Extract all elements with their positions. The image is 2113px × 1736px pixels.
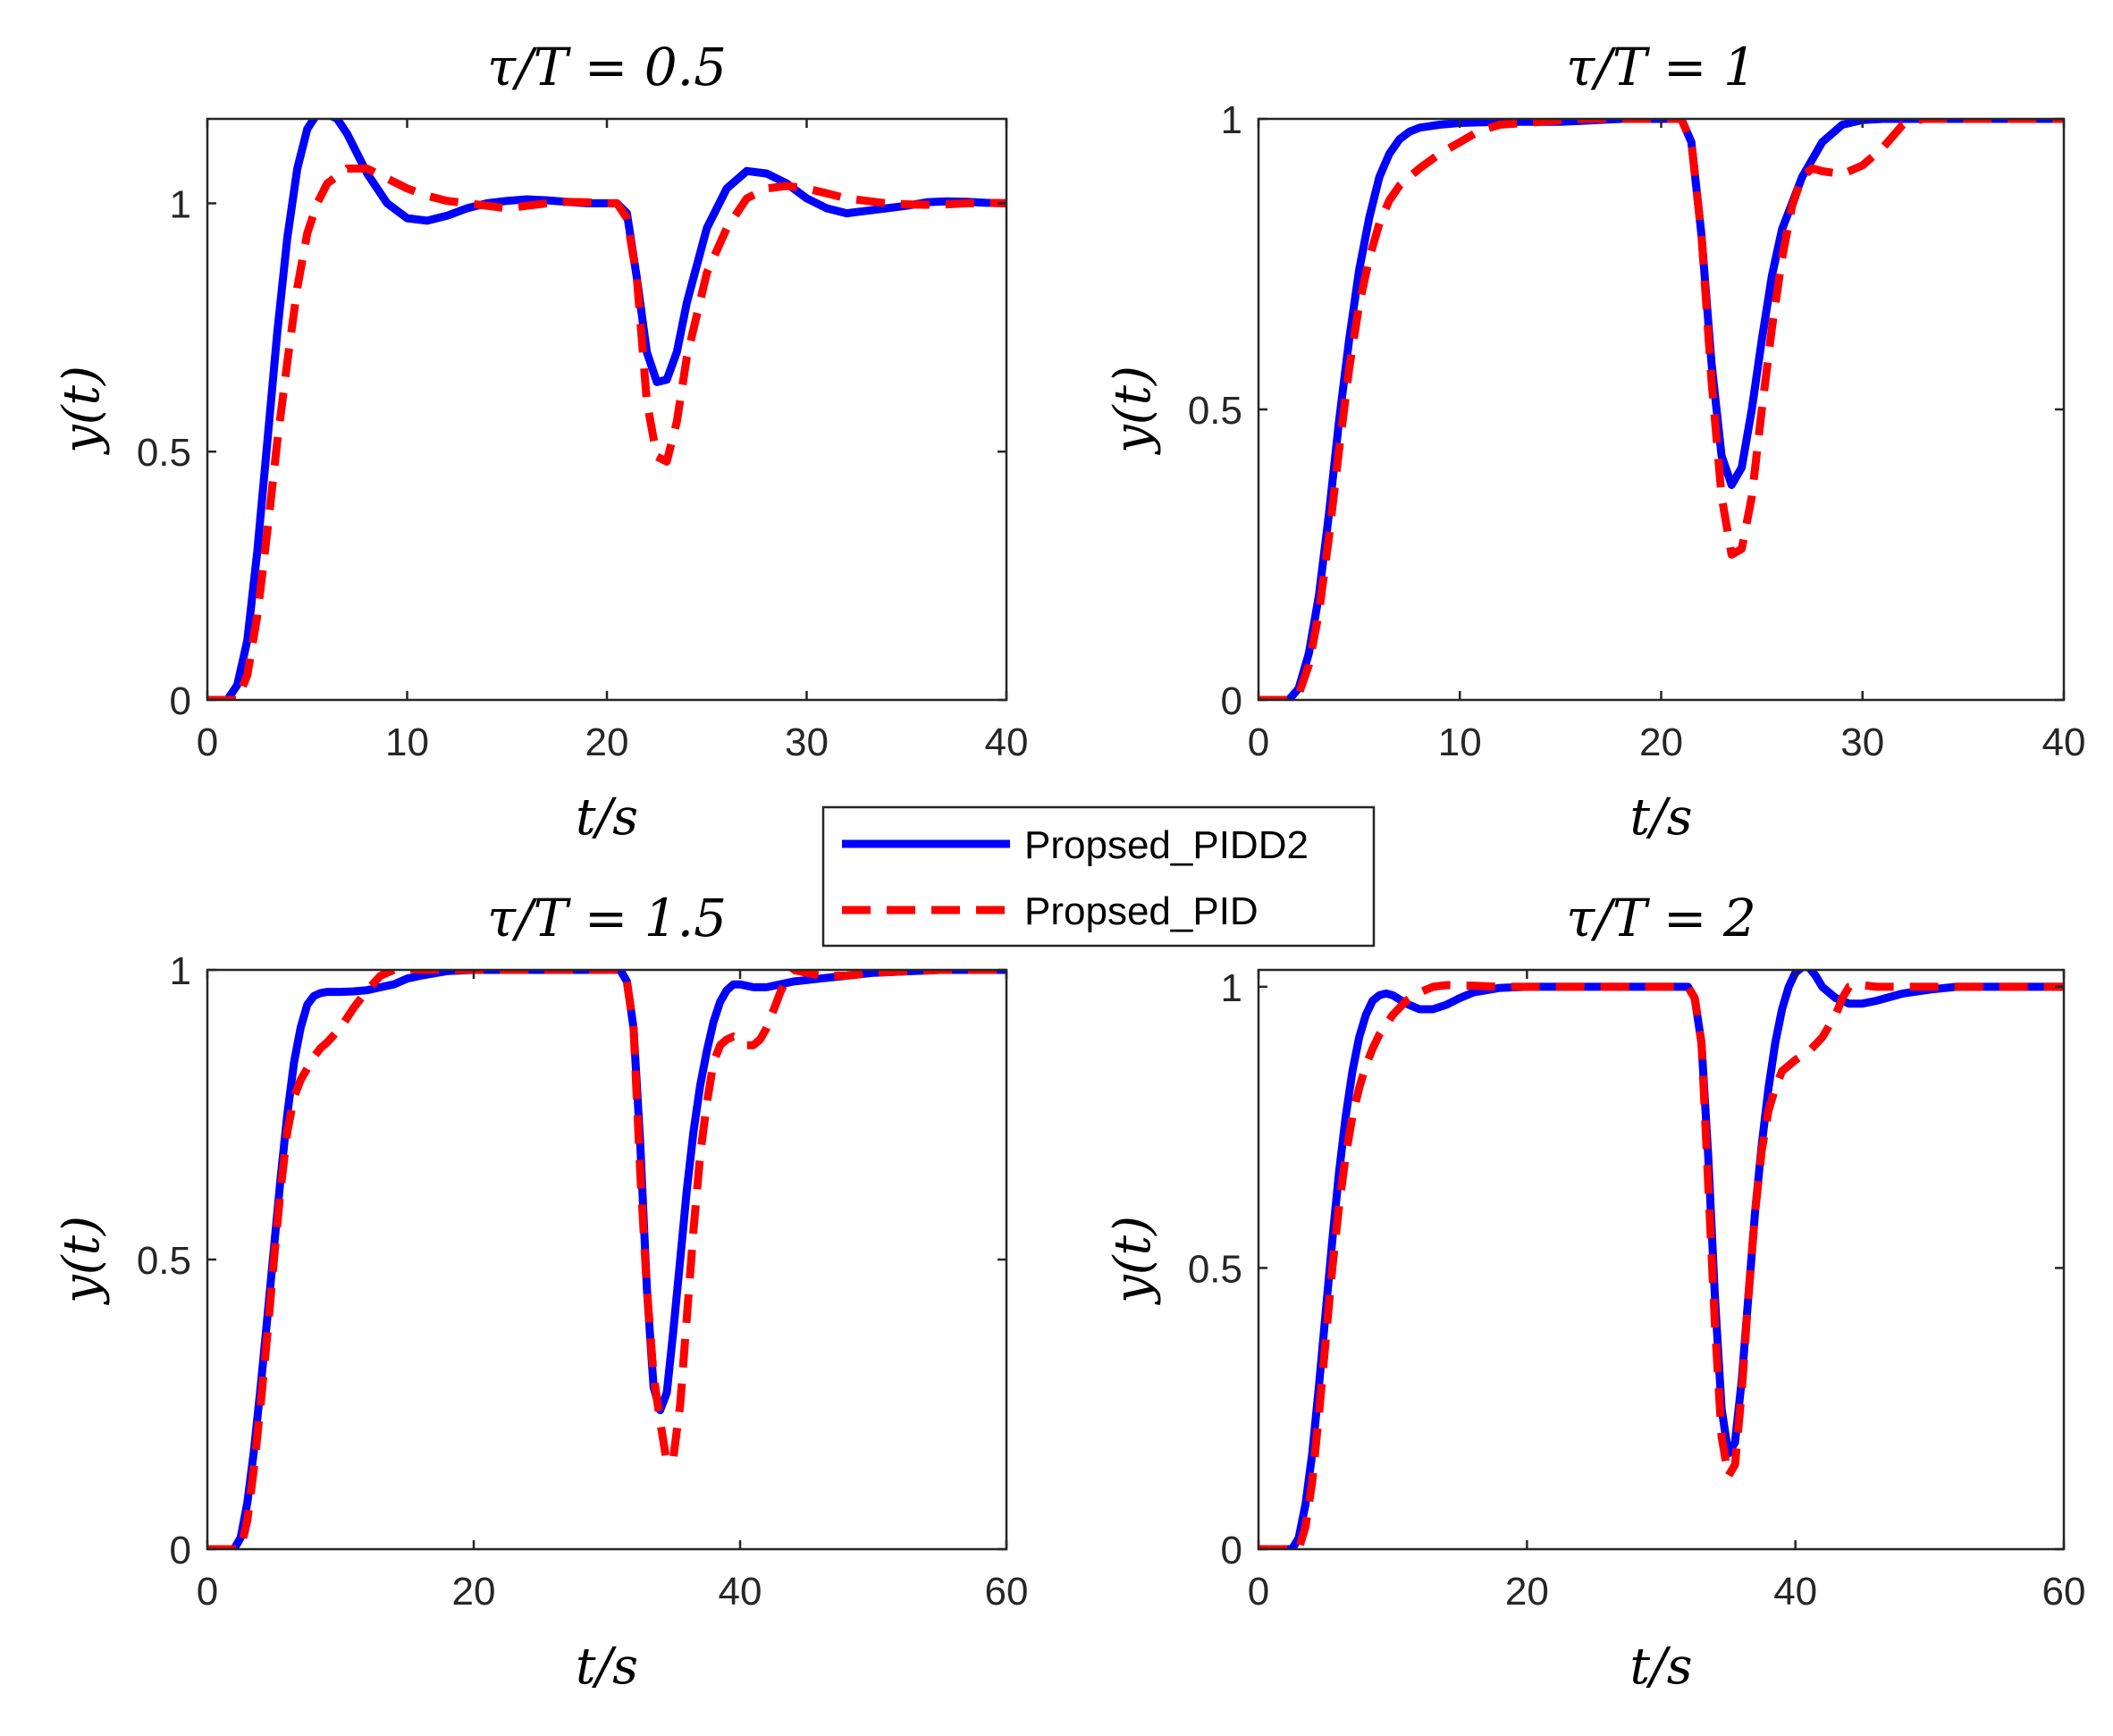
x-tick-label: 40 [985, 721, 1029, 764]
x-tick-label: 20 [1639, 721, 1683, 764]
x-tick-label: 20 [585, 721, 629, 764]
x-tick-label: 30 [785, 721, 829, 764]
subplot-title: τ/T = 0.5 [487, 37, 727, 97]
x-tick-label: 60 [985, 1570, 1029, 1614]
y-axis-label: y(t) [53, 1216, 111, 1306]
subplot-title: τ/T = 2 [1566, 888, 1756, 948]
series-line-pidd2 [1259, 970, 2064, 1549]
series-line-pid [207, 970, 1006, 1549]
y-tick-label: 0 [1221, 679, 1242, 723]
y-tick-label: 0.5 [1188, 1247, 1242, 1291]
subplot-title: τ/T = 1.5 [487, 888, 727, 948]
y-tick-label: 0 [170, 679, 191, 723]
y-tick-label: 1 [170, 949, 191, 993]
x-axis-label: t/s [1629, 1638, 1692, 1696]
legend-label-pid: Propsed_PID [1024, 889, 1259, 933]
x-tick-label: 20 [1505, 1570, 1549, 1614]
x-tick-label: 0 [1248, 721, 1269, 764]
series-line-pid [207, 164, 1006, 700]
x-tick-label: 0 [1248, 1570, 1269, 1614]
subplot-1: 0 10 20 30 40 0 0.5 1 τ/T = 0.5 t/s y(t) [53, 37, 1028, 847]
series-line-pid [1259, 981, 2064, 1549]
y-tick-label: 1 [1221, 966, 1242, 1010]
x-tick-label: 40 [719, 1570, 762, 1614]
x-axis-label: t/s [576, 788, 638, 847]
x-tick-label: 60 [2042, 1570, 2086, 1614]
y-axis-label: y(t) [1104, 1216, 1162, 1306]
x-tick-label: 0 [197, 1570, 218, 1614]
plot-area [207, 119, 1006, 700]
x-tick-label: 40 [1773, 1570, 1817, 1614]
axes-frame [1257, 968, 2066, 1551]
plot-area [1259, 970, 2064, 1549]
y-tick-label: 1 [170, 182, 191, 226]
y-tick-label: 0.5 [1188, 389, 1242, 433]
x-axis-label: t/s [1629, 788, 1692, 847]
x-tick-label: 10 [1438, 721, 1482, 764]
series-line-pid [1259, 119, 2064, 700]
y-tick-label: 0 [1221, 1529, 1242, 1572]
y-tick-label: 1 [1221, 98, 1242, 142]
subplot-3: 0 20 40 60 0 0.5 1 τ/T = 1.5 t/s y(t) [53, 888, 1028, 1696]
x-tick-label: 30 [1840, 721, 1884, 764]
y-tick-label: 0 [170, 1529, 191, 1572]
y-axis-label: y(t) [1104, 366, 1162, 456]
y-tick-label: 0.5 [137, 1239, 191, 1283]
subplot-2: 0 10 20 30 40 0 0.5 1 τ/T = 1 t/s y(t) [1104, 37, 2085, 847]
subplot-4: 0 20 40 60 0 0.5 1 τ/T = 2 t/s y(t) [1104, 888, 2085, 1696]
x-tick-label: 0 [197, 721, 218, 764]
subplot-title: τ/T = 1 [1566, 37, 1756, 97]
legend: Propsed_PIDD2 Propsed_PID [821, 805, 1376, 948]
x-tick-label: 10 [385, 721, 429, 764]
x-axis-label: t/s [576, 1638, 638, 1696]
x-tick-label: 40 [2042, 721, 2086, 764]
y-axis-label: y(t) [53, 366, 111, 456]
y-tick-label: 0.5 [137, 431, 191, 475]
plot-area [1259, 119, 2064, 700]
legend-box [821, 805, 1376, 948]
plot-area [207, 970, 1006, 1549]
x-tick-label: 20 [452, 1570, 496, 1614]
legend-label-pidd2: Propsed_PIDD2 [1024, 823, 1309, 867]
